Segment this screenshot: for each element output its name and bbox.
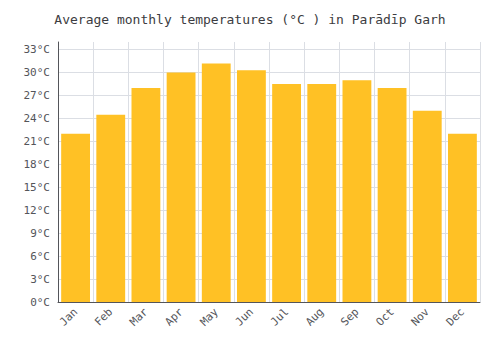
svg-text:0°C: 0°C: [30, 296, 50, 309]
svg-text:21°C: 21°C: [24, 135, 51, 148]
svg-text:May: May: [198, 305, 221, 328]
svg-text:15°C: 15°C: [24, 181, 51, 194]
svg-text:Mar: Mar: [127, 305, 150, 328]
svg-text:30°C: 30°C: [24, 66, 51, 79]
svg-text:Average monthly temperatures (: Average monthly temperatures (°C ) in Pa…: [54, 12, 445, 27]
svg-text:24°C: 24°C: [24, 112, 51, 125]
svg-text:Jul: Jul: [268, 305, 291, 328]
svg-text:Oct: Oct: [373, 305, 396, 328]
svg-text:27°C: 27°C: [24, 89, 51, 102]
svg-text:Dec: Dec: [444, 305, 467, 328]
svg-text:12°C: 12°C: [24, 204, 51, 217]
svg-text:Feb: Feb: [92, 305, 115, 328]
svg-text:3°C: 3°C: [30, 273, 50, 286]
svg-text:Apr: Apr: [162, 305, 185, 328]
svg-text:6°C: 6°C: [30, 250, 50, 263]
svg-text:Jan: Jan: [57, 305, 80, 328]
svg-text:Aug: Aug: [303, 305, 326, 328]
svg-text:18°C: 18°C: [24, 158, 51, 171]
svg-text:33°C: 33°C: [24, 43, 51, 56]
svg-text:Sep: Sep: [338, 305, 361, 328]
svg-text:Jun: Jun: [233, 305, 256, 328]
svg-text:Nov: Nov: [409, 305, 432, 328]
svg-text:9°C: 9°C: [30, 227, 50, 240]
